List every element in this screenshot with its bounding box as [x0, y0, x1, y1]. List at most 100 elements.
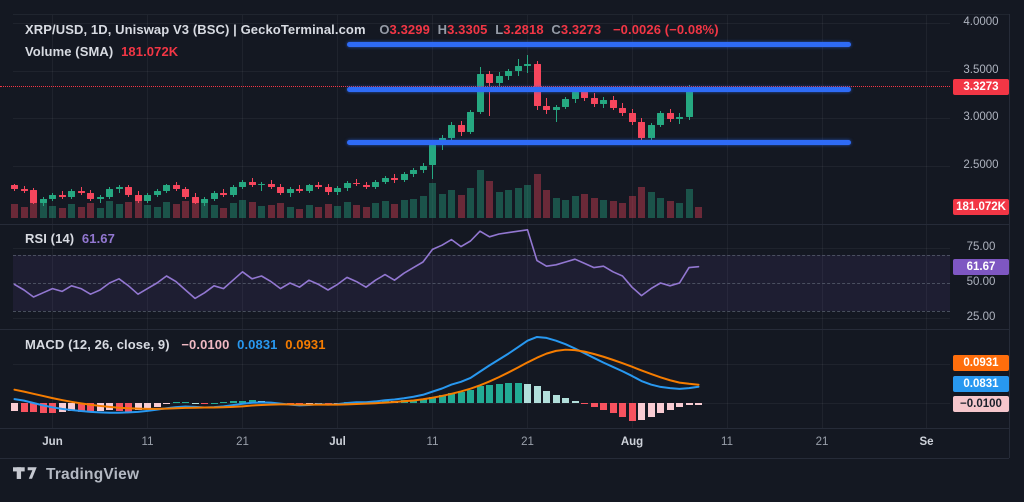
rsi-gridline [13, 248, 950, 249]
macd-line-value: 0.0831 [237, 337, 278, 352]
candle [277, 187, 284, 194]
support-resistance-line[interactable] [347, 87, 851, 92]
candle [267, 183, 275, 188]
symbol-legend[interactable]: XRP/USD, 1D, Uniswap V3 (BSC) | GeckoTer… [25, 22, 723, 37]
candle [87, 193, 94, 199]
volume-bar [182, 201, 189, 218]
macd-histogram-bar [486, 384, 493, 403]
candle [20, 189, 28, 192]
ohlc-high-value: 3.3305 [447, 22, 488, 37]
tradingview-logo-icon [13, 466, 37, 479]
candle [58, 194, 66, 197]
candle [391, 177, 398, 180]
macd-histogram-bar [163, 403, 170, 405]
time-gridline [432, 15, 433, 428]
volume-bar [96, 207, 104, 218]
candle [600, 99, 607, 104]
candle [400, 174, 408, 180]
candle [258, 183, 265, 186]
macd-signal-badge: 0.0931 [953, 355, 1009, 371]
macd-histogram-bar [590, 403, 598, 407]
macd-hist-badge: −0.0100 [953, 396, 1009, 412]
time-axis-tick: 21 [236, 436, 249, 448]
macd-signal-value: 0.0931 [285, 337, 326, 352]
ohlc-high-label: H [437, 22, 448, 37]
macd-histogram-bar [552, 394, 560, 403]
macd-histogram-bar [58, 403, 66, 413]
macd-histogram-bar [239, 400, 246, 403]
macd-histogram-bar [87, 403, 94, 413]
volume-bar [125, 202, 132, 218]
time-axis-tick: Jul [329, 436, 346, 448]
candle [172, 185, 180, 190]
volume-bar [562, 199, 569, 218]
volume-bar [514, 187, 522, 218]
support-resistance-line[interactable] [347, 42, 851, 48]
volume-bar [20, 206, 28, 218]
macd-histogram-bar [495, 384, 503, 403]
support-resistance-line[interactable] [347, 140, 851, 146]
volume-bar [220, 207, 227, 218]
volume-bar [11, 204, 18, 218]
candle [239, 181, 246, 188]
candle [628, 113, 636, 122]
macd-label: MACD (12, 26, close, 9) [25, 337, 170, 352]
macd-legend[interactable]: MACD (12, 26, close, 9) −0.0100 0.0831 0… [25, 337, 330, 352]
volume-bar [77, 206, 85, 218]
macd-histogram-bar [400, 400, 408, 403]
candle-wick [555, 104, 557, 122]
price-gridline [13, 118, 950, 119]
pane-separator-macd[interactable] [0, 329, 1009, 330]
candle-wick [118, 185, 120, 194]
candle-wick [99, 194, 101, 203]
macd-hist-value: −0.0100 [181, 337, 230, 352]
macd-histogram-bar [324, 403, 332, 404]
volume-bar [543, 190, 550, 218]
rsi-legend[interactable]: RSI (14) 61.67 [25, 231, 119, 246]
tradingview-attribution[interactable]: TradingView [13, 466, 139, 484]
candle [49, 194, 56, 199]
time-gridline [147, 15, 148, 428]
last-price-badge: 3.3273 [953, 79, 1009, 95]
ohlc-close-value: 3.3273 [560, 22, 602, 37]
pane-top-border [13, 14, 1009, 15]
candle [495, 76, 503, 83]
macd-histogram-bar [448, 392, 455, 403]
macd-histogram-bar [11, 403, 18, 411]
candle [229, 187, 237, 195]
candle [77, 191, 85, 194]
time-axis-tick: 11 [721, 436, 733, 448]
candle [619, 107, 626, 114]
candle [514, 65, 522, 72]
macd-histogram-bar [229, 401, 237, 403]
candle [305, 185, 313, 192]
volume-bar [571, 195, 579, 218]
macd-histogram-bar [467, 390, 474, 403]
time-axis-tick: 21 [521, 436, 534, 448]
macd-histogram-bar [220, 402, 227, 404]
macd-histogram-bar [581, 403, 588, 405]
candle [182, 189, 189, 197]
macd-histogram-bar [562, 398, 569, 403]
pane-separator-rsi[interactable] [0, 224, 1009, 225]
volume-bar [134, 200, 142, 218]
time-gridline [821, 15, 823, 428]
volume-bar [334, 206, 341, 218]
macd-histogram-bar [533, 386, 541, 403]
macd-histogram-bar [372, 401, 379, 403]
volume-bar [647, 192, 655, 218]
volume-legend[interactable]: Volume (SMA) 181.072K [25, 44, 182, 59]
macd-histogram-bar [657, 403, 664, 414]
macd-histogram-bar [505, 383, 512, 403]
rsi-axis-tick: 25.00 [966, 311, 996, 323]
macd-histogram-bar [49, 403, 56, 414]
candle [134, 194, 142, 201]
time-axis-bottom-border [0, 458, 1009, 459]
candle [315, 185, 322, 188]
volume-bar [163, 202, 170, 218]
time-gridline [527, 15, 528, 428]
ohlc-open-value: 3.3299 [389, 22, 430, 37]
candle [552, 106, 560, 111]
